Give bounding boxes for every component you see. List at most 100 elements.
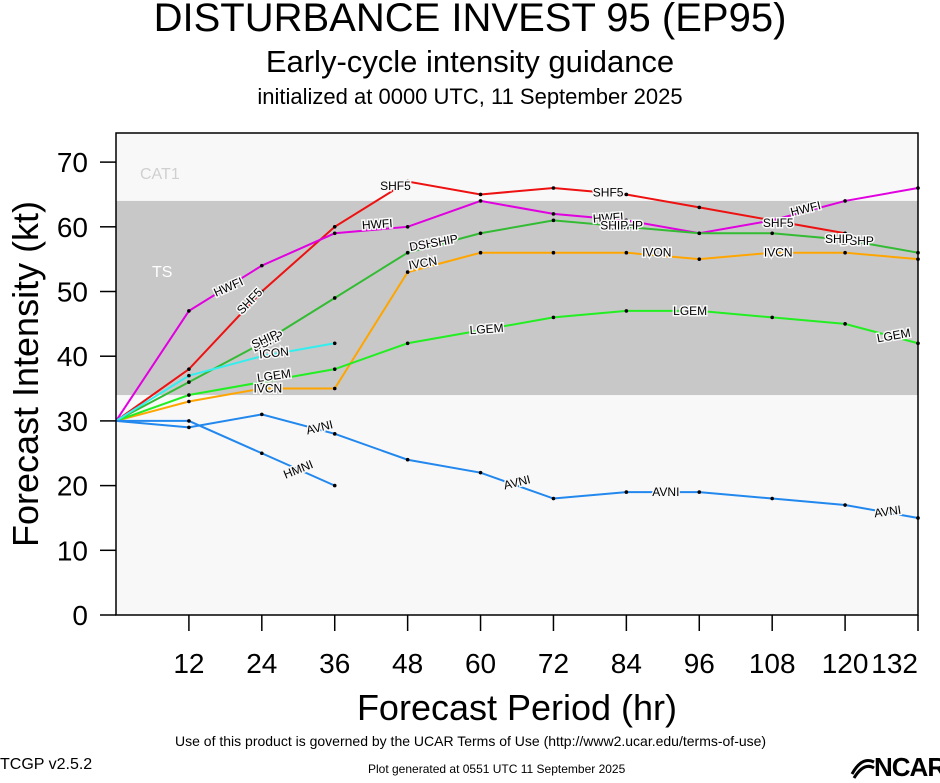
- series-line-avni: [115, 413, 919, 519]
- y-tick-label: 20: [57, 471, 88, 502]
- series-label-hwfi: HWFI: [361, 216, 393, 232]
- x-tick-label: 108: [749, 648, 796, 679]
- series-label-hwfi: HWFI: [592, 210, 624, 226]
- band-label-cat1: CAT1: [140, 166, 180, 183]
- y-tick-label: 10: [57, 535, 88, 566]
- series-line-hmni: [116, 419, 336, 487]
- series-line-icon: [115, 342, 335, 422]
- series-label-lgem: LGEM: [469, 321, 504, 337]
- series-line-dshp: [115, 219, 919, 422]
- x-tick-label: 24: [246, 648, 277, 679]
- data-point-shf5: [260, 289, 264, 294]
- data-point-dshp: [187, 380, 191, 384]
- x-tick-label: 96: [684, 648, 715, 679]
- data-point-shf5: [405, 179, 410, 184]
- data-point-lgem: [332, 367, 337, 371]
- data-point-avni: [770, 496, 774, 501]
- series-label-ship: SHIP: [600, 219, 628, 233]
- data-point-shf5: [187, 367, 191, 371]
- data-point-lgem: [770, 315, 774, 320]
- series-label-icon: ICON: [258, 344, 289, 361]
- data-point-ivcn: [332, 386, 337, 391]
- data-point-ivcn: [405, 270, 410, 274]
- data-point-dshp: [770, 231, 774, 236]
- data-point-icon: [332, 341, 337, 346]
- data-point-ivcn: [551, 250, 556, 255]
- series-label-ship: SHIP: [825, 232, 853, 246]
- data-point-lgem: [551, 315, 556, 320]
- series-label-dshp: DSHP: [841, 234, 874, 248]
- data-point-ivcn: [697, 257, 702, 261]
- data-point-dshp: [624, 225, 629, 229]
- data-point-shf5: [332, 225, 337, 229]
- y-tick-label: 0: [72, 600, 88, 631]
- data-point-avni: [697, 490, 702, 494]
- data-point-icon: [260, 354, 264, 359]
- data-point-hwfi: [843, 199, 847, 203]
- data-point-hwfi: [770, 218, 774, 223]
- series-label-ivcn: IVCN: [764, 246, 793, 260]
- data-point-shf5: [624, 192, 629, 197]
- data-point-hwfi: [260, 263, 264, 268]
- terms-of-use: Use of this product is governed by the U…: [175, 733, 767, 749]
- data-point-dshp: [843, 237, 847, 242]
- chart-title: DISTURBANCE INVEST 95 (EP95): [153, 0, 787, 40]
- data-point-dshp: [332, 296, 337, 300]
- data-point-hwfi: [624, 218, 629, 223]
- series-label-avni: AVNI: [873, 503, 902, 521]
- band-ts: [116, 200, 918, 396]
- data-point-avni: [405, 457, 410, 462]
- data-point-hmni: [187, 419, 191, 423]
- x-tick-label: 132: [871, 648, 918, 679]
- series-line-ivcn: [115, 251, 919, 422]
- data-point-hmni: [332, 483, 337, 488]
- data-point-lgem: [624, 309, 629, 313]
- data-point-hmni: [260, 451, 264, 456]
- data-point-hwfi: [478, 199, 483, 203]
- data-point-ivcn: [770, 250, 774, 255]
- data-point-shf5: [551, 186, 556, 190]
- data-point-dshp: [551, 218, 556, 223]
- data-point-shf5: [697, 205, 702, 210]
- y-tick-label: 30: [57, 406, 88, 437]
- band-label-ts: TS: [152, 264, 172, 281]
- data-point-shf5: [843, 231, 847, 236]
- data-point-dshp: [405, 250, 410, 255]
- data-point-avni: [624, 490, 629, 494]
- data-point-avni: [332, 432, 337, 436]
- y-tick-label: 70: [57, 147, 88, 178]
- series-label-lgem: LGEM: [673, 304, 707, 318]
- series-label-dshp: DSHP: [610, 219, 643, 233]
- data-point-ivcn: [478, 250, 483, 255]
- generated-time: Plot generated at 0551 UTC 11 September …: [368, 762, 626, 776]
- y-axis-label: Forecast Intensity (kt): [5, 201, 46, 547]
- x-tick-label: 120: [822, 648, 869, 679]
- data-point-hwfi: [405, 225, 410, 229]
- x-tick-label: 12: [173, 648, 204, 679]
- data-point-ivcn: [260, 386, 264, 391]
- data-point-avni: [843, 503, 847, 507]
- series-label-shf5: SHF5: [593, 186, 624, 200]
- x-tick-label: 84: [611, 648, 642, 679]
- data-point-dshp: [478, 231, 483, 236]
- y-tick-label: 60: [57, 212, 88, 243]
- data-point-avni: [187, 425, 191, 430]
- ncar-wordmark: NCAR: [874, 752, 940, 782]
- series-label-ivcn: IVCN: [407, 254, 438, 273]
- ncar-swoosh-icon: [850, 759, 875, 779]
- x-tick-label: 36: [319, 648, 350, 679]
- data-point-lgem: [843, 322, 847, 326]
- data-point-dshp: [697, 231, 702, 236]
- data-point-lgem: [697, 309, 702, 313]
- data-point-lgem: [187, 393, 191, 397]
- series-line-lgem: [115, 309, 919, 422]
- series-label-shf5: SHF5: [763, 216, 794, 230]
- data-point-avni: [260, 412, 264, 417]
- plot-frame: [115, 132, 919, 616]
- data-point-avni: [478, 470, 483, 475]
- series-label-ivon: IVON: [642, 246, 671, 260]
- series-line-hwfi: [115, 187, 919, 422]
- data-point-icon: [187, 373, 191, 378]
- x-tick-label: 72: [538, 648, 569, 679]
